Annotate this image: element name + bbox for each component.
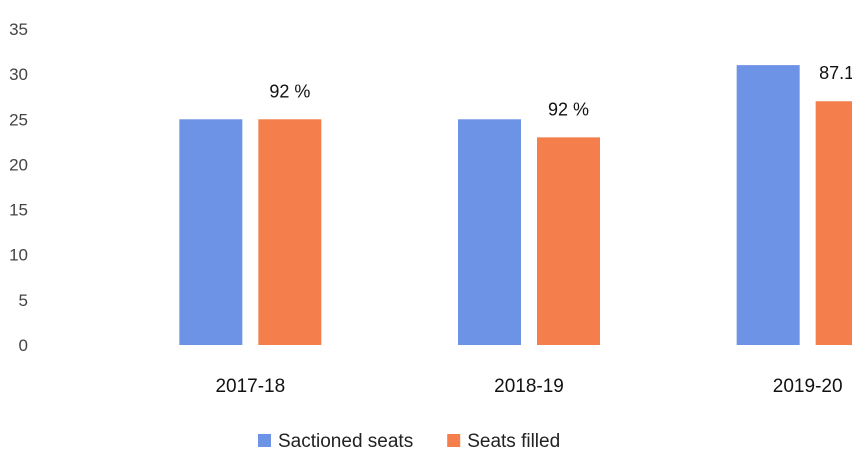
bar-sactioned-seats-2019-20 [736,65,800,345]
y-tick-label: 10 [9,246,28,265]
x-category-label: 2018-19 [494,376,564,397]
legend: Sactioned seats Seats filled [258,431,560,452]
data-label: 87.1 % [819,63,852,83]
x-axis: 2017-18 2018-19 2019-20 [215,376,842,397]
y-axis: 0 5 10 15 20 25 30 35 [9,20,28,355]
data-labels: 92 % 92 % 87.1 % [269,63,852,119]
y-tick-label: 25 [9,110,28,129]
legend-swatch [447,434,461,447]
legend-item-sactioned-seats: Sactioned seats [258,431,413,452]
x-category-label: 2019-20 [773,376,843,397]
y-tick-label: 0 [19,336,28,355]
y-tick-label: 20 [9,155,28,174]
y-tick-label: 15 [9,201,28,220]
legend-item-seats-filled: Seats filled [447,431,560,452]
y-tick-label: 35 [9,20,28,39]
bar-sactioned-seats-2017-18 [179,119,243,346]
bars [179,65,852,346]
legend-swatch [258,434,271,447]
y-tick-label: 30 [9,65,28,84]
x-category-label: 2017-18 [215,376,285,397]
bar-seats-filled-2018-19 [537,137,600,345]
data-label: 92 % [548,99,589,119]
bar-seats-filled-2017-18 [258,119,322,346]
legend-label: Sactioned seats [278,431,413,452]
bar-seats-filled-2019-20 [815,101,852,345]
bar-sactioned-seats-2018-19 [458,119,521,346]
y-tick-label: 5 [19,291,28,310]
legend-label: Seats filled [467,431,560,452]
data-label: 92 % [269,81,310,101]
